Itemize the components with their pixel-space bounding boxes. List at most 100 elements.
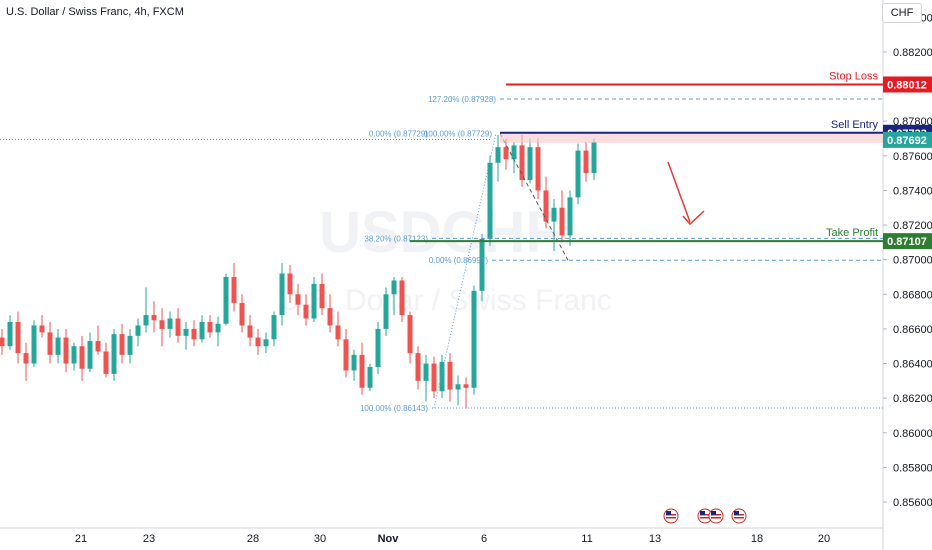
candle-body — [287, 273, 293, 295]
us-flag-stripe — [700, 517, 710, 519]
currency-button[interactable]: CHF — [882, 3, 922, 23]
us-flag-canton — [734, 511, 739, 515]
fib-label: 100.00% (0.86143) — [360, 404, 428, 413]
candle-body — [175, 318, 181, 336]
candle-body — [311, 283, 317, 319]
price-axis-label: 0.86200 — [893, 393, 932, 405]
take-profit-label: Take Profit — [826, 227, 878, 239]
candle-body — [47, 332, 53, 355]
entry-zone — [500, 132, 883, 143]
candle-body — [127, 335, 133, 355]
candle-body — [263, 339, 269, 347]
take-profit-price-text: 0.87107 — [887, 236, 927, 248]
candle-body — [135, 325, 141, 336]
candle-body — [327, 308, 333, 326]
candle-body — [447, 361, 453, 390]
candle-body — [439, 361, 445, 392]
price-axis-label: 0.87200 — [893, 220, 932, 232]
candle-body — [351, 354, 357, 371]
candle-body — [511, 145, 517, 160]
candle-body — [199, 321, 205, 340]
us-flag-stripe — [734, 517, 744, 519]
time-axis-label: 11 — [581, 533, 592, 545]
candle-body — [527, 147, 533, 181]
projection-arrow — [667, 161, 691, 223]
candle-body — [383, 294, 389, 329]
sell-entry-label: Sell Entry — [831, 119, 879, 131]
candle-body — [415, 353, 421, 381]
time-axis-label: 23 — [143, 533, 155, 545]
candle-body — [239, 302, 245, 326]
candle-body — [119, 334, 125, 355]
candle-body — [231, 276, 237, 303]
current-price-tag — [883, 131, 932, 148]
candle-body — [303, 304, 309, 319]
fib-label: 100.00% (0.87729) — [424, 129, 492, 138]
candle-body — [559, 207, 565, 236]
candle-body — [455, 384, 461, 390]
candle-body — [183, 328, 189, 336]
candle-body — [503, 147, 509, 160]
us-flag-stripe — [711, 517, 721, 519]
candle-body — [479, 238, 485, 291]
candle-body — [87, 341, 93, 369]
candle-body — [215, 323, 221, 333]
candle-body — [591, 141, 597, 174]
candle-body — [111, 334, 117, 374]
candle-body — [367, 367, 373, 388]
candle-body — [103, 351, 109, 374]
candle-body — [159, 320, 165, 329]
time-axis-label: 13 — [649, 533, 661, 545]
candle-body — [359, 354, 365, 388]
candle-body — [407, 315, 413, 354]
us-flag-canton — [711, 511, 716, 515]
candle-body — [0, 337, 5, 347]
time-axis-label: Nov — [378, 533, 400, 545]
us-flag-icon — [663, 508, 679, 524]
candle-body — [431, 363, 437, 392]
us-flag-stripe — [666, 517, 676, 519]
candle-body — [247, 325, 253, 338]
time-axis-label: 28 — [247, 533, 259, 545]
take-profit-price-tag — [883, 233, 932, 250]
candle-body — [535, 147, 541, 191]
candle-body — [207, 321, 213, 333]
candle-body — [495, 147, 501, 163]
stop-loss-price-text: 0.88012 — [887, 79, 927, 91]
candle-body — [191, 328, 197, 340]
us-flag-canton — [700, 511, 705, 515]
candle-body — [423, 363, 429, 381]
candle-body — [343, 339, 349, 371]
candle-body — [567, 197, 573, 236]
time-axis-label: 20 — [818, 533, 830, 545]
candle-body — [575, 150, 581, 198]
us-flag-icon — [731, 508, 747, 524]
price-axis-label: 0.86400 — [893, 359, 932, 371]
candle-body — [295, 294, 301, 305]
fib-trend-line — [433, 133, 497, 409]
candle-body — [375, 328, 381, 368]
candle-body — [519, 145, 525, 181]
candle-body — [143, 315, 149, 326]
candle-body — [543, 190, 549, 222]
fib-label: 127.20% (0.87928) — [428, 95, 496, 104]
time-axis-label: 30 — [314, 533, 326, 545]
stop-loss-label: Stop Loss — [829, 70, 878, 82]
time-axis-label: 6 — [481, 533, 487, 545]
candle-body — [487, 162, 493, 239]
current-price-text: 0.87692 — [887, 135, 927, 147]
candle-body — [23, 353, 29, 364]
projection-arrowhead — [682, 210, 705, 226]
price-axis-label: 0.87600 — [893, 151, 932, 163]
price-axis-label: 0.85800 — [893, 462, 932, 474]
candle-body — [335, 325, 341, 340]
price-axis-label: 0.87400 — [893, 185, 932, 197]
price-axis-label: 0.87000 — [893, 255, 932, 267]
candle-body — [271, 315, 277, 340]
fib-retrace-line — [499, 133, 569, 261]
candle-body — [255, 337, 261, 347]
candle-body — [95, 341, 101, 352]
candle-body — [279, 273, 285, 316]
price-axis-label: 0.86000 — [893, 428, 932, 440]
